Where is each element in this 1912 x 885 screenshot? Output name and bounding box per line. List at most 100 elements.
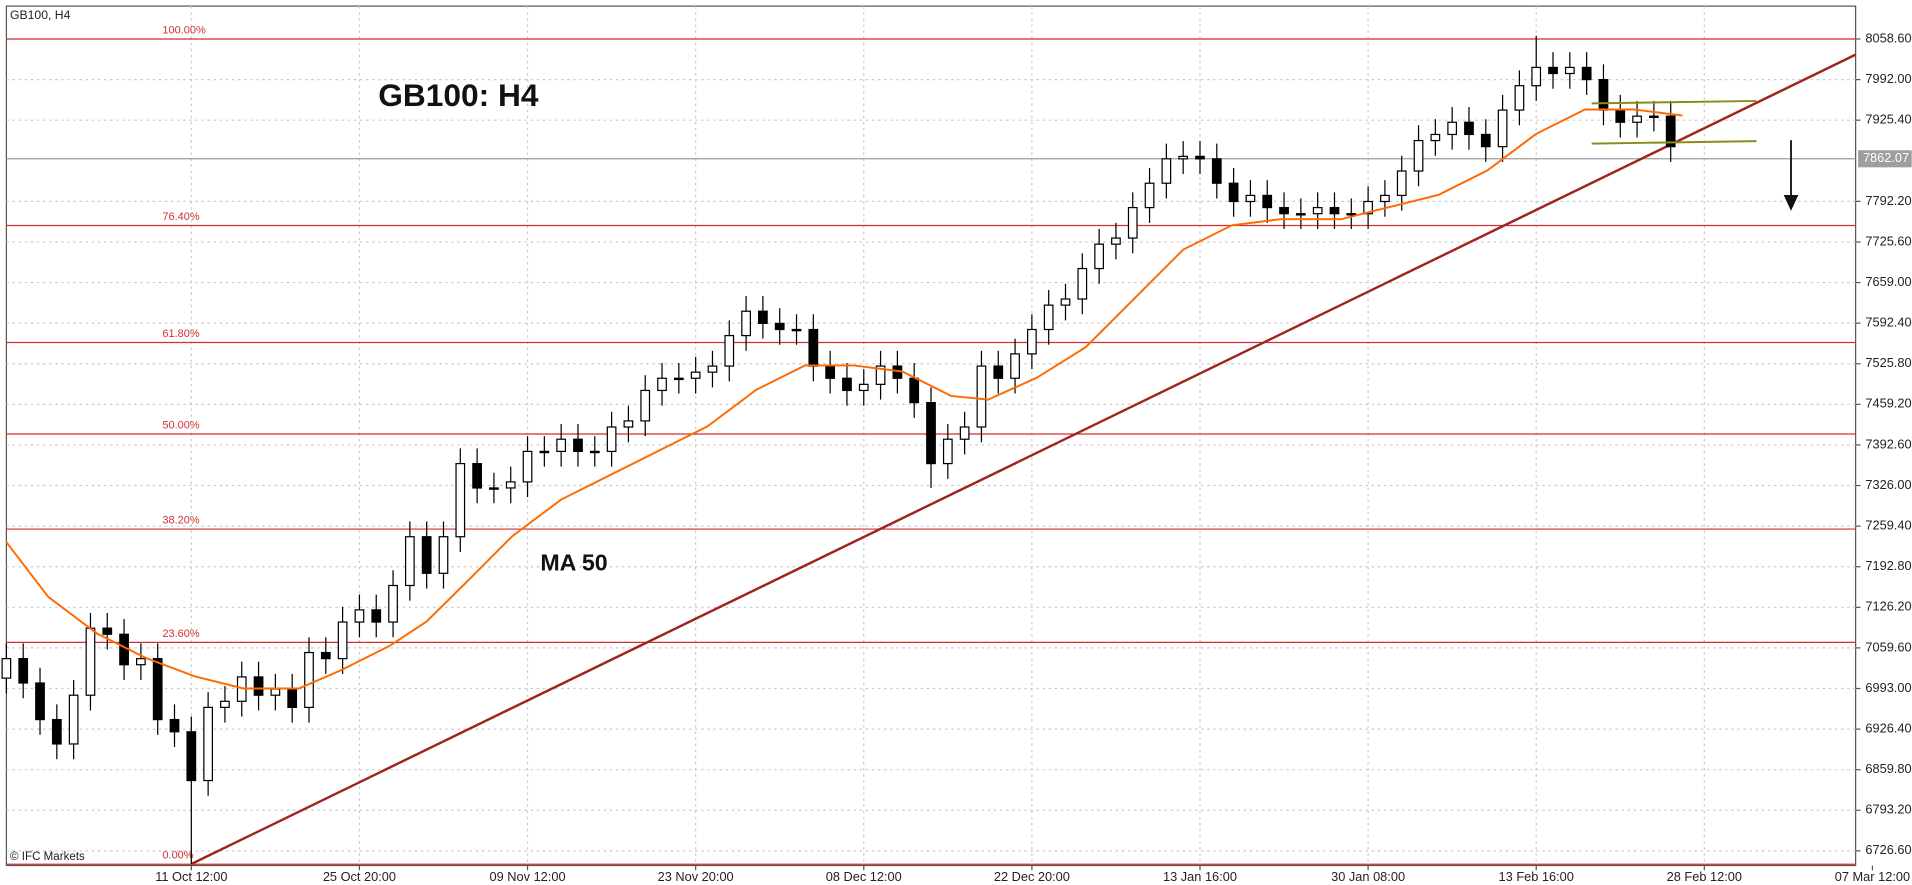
candle-body [270, 688, 281, 696]
grid [6, 6, 1874, 871]
y-tick-label: 8058.60 [1865, 30, 1911, 45]
candle-body [287, 688, 298, 708]
candle-body [858, 383, 869, 392]
y-tick-label: 7792.20 [1865, 193, 1911, 208]
candle-body [690, 371, 701, 379]
y-tick-label: 7725.60 [1865, 233, 1911, 248]
last-price-box [1858, 150, 1912, 168]
candle-body [220, 700, 230, 708]
candle-body [539, 450, 550, 454]
candle-body [926, 402, 936, 465]
candle-body [438, 536, 449, 574]
candle-body [1514, 85, 1525, 111]
candle-body [1010, 353, 1020, 379]
candle-body [304, 651, 314, 708]
candle-body [1447, 121, 1458, 136]
y-tick-label: 7659.00 [1865, 274, 1911, 289]
y-tick-label: 7992.00 [1865, 71, 1911, 86]
candle-body [152, 658, 163, 721]
y-tick-label: 7259.40 [1865, 517, 1911, 532]
candle-body [1480, 133, 1491, 148]
candle-body [1531, 66, 1542, 87]
watermark: © IFC Markets [10, 851, 85, 863]
x-tick-label: 30 Jan 08:00 [1331, 869, 1405, 884]
y-tick-label: 7592.40 [1865, 315, 1911, 330]
candle-body [68, 694, 79, 745]
x-tick-label: 08 Dec 12:00 [826, 869, 902, 884]
x-tick-label: 25 Oct 20:00 [323, 869, 396, 884]
candle-body [1279, 206, 1289, 215]
fib-label: 38.20% [162, 514, 199, 526]
candle-body [1211, 158, 1222, 184]
candle-body [1396, 170, 1407, 197]
candle-body [1262, 194, 1273, 209]
x-tick-label: 07 Mar 12:00 [1835, 869, 1910, 884]
candle-body [169, 718, 180, 733]
candle-body [1380, 194, 1390, 203]
y-tick-label: 6793.20 [1865, 802, 1911, 817]
candle-body [136, 658, 146, 666]
candle-body [1329, 206, 1340, 215]
y-tick-label: 7525.80 [1865, 355, 1911, 370]
candle-body [875, 365, 886, 385]
candle-body [976, 365, 987, 428]
candle-body [1161, 158, 1172, 184]
candle-body [102, 627, 113, 635]
candle-body [1144, 182, 1155, 209]
candle-body [707, 365, 718, 373]
candle-body [1027, 328, 1037, 355]
x-tick-label: 22 Dec 20:00 [994, 869, 1070, 884]
y-tick-label: 6859.80 [1865, 761, 1911, 776]
fib-label: 0.00% [162, 850, 193, 862]
y-tick-label: 6726.60 [1865, 842, 1911, 857]
candle-body [825, 365, 836, 379]
y-tick-label: 7059.60 [1865, 639, 1911, 654]
candle-body [959, 426, 970, 440]
x-tick-label: 11 Oct 12:00 [155, 869, 227, 884]
arrow-head [1783, 195, 1799, 211]
y-tick-label: 7126.20 [1865, 599, 1911, 614]
candle-body [942, 438, 953, 465]
candle-body [320, 651, 331, 660]
candle-body [556, 438, 567, 453]
candle-body [1228, 182, 1239, 203]
candle-body [1548, 66, 1558, 75]
marks [1, 35, 1857, 866]
x-tick-label: 23 Nov 20:00 [658, 869, 734, 884]
y-tick-label: 7192.80 [1865, 558, 1911, 573]
y-tick-label: 7392.60 [1865, 436, 1911, 451]
candle-body [18, 658, 29, 684]
fib-label: 61.80% [162, 328, 199, 340]
candle-body [253, 676, 264, 696]
candle-body [51, 718, 62, 745]
candle-body [1060, 298, 1071, 306]
candle-body [724, 334, 735, 367]
candle-body [1178, 155, 1189, 160]
candle-body [455, 462, 466, 538]
x-tick-label: 09 Nov 12:00 [490, 869, 566, 884]
candle-body [1564, 66, 1575, 75]
candle-body [1430, 133, 1441, 142]
candle-body [354, 609, 365, 623]
candle-body [1413, 139, 1424, 172]
candle-body [573, 438, 583, 453]
candle-body [388, 584, 398, 623]
channel-lower [1591, 140, 1757, 145]
candle-body [35, 682, 45, 721]
candle-body [1363, 200, 1373, 215]
y-tick-label: 6926.40 [1865, 720, 1911, 735]
symbol-header: GB100, H4 [10, 8, 71, 22]
fib-label: 50.00% [162, 419, 199, 431]
candle-body [1094, 243, 1104, 270]
candle-body [657, 377, 667, 392]
candle-body [1581, 66, 1592, 81]
candle-body [85, 627, 96, 696]
candle-body [489, 487, 499, 490]
y-tick-label: 7326.00 [1865, 477, 1911, 492]
x-tick-label: 13 Feb 16:00 [1499, 869, 1574, 884]
candle-body [606, 426, 617, 453]
candle-body [993, 365, 1004, 379]
candle-body [909, 377, 920, 404]
